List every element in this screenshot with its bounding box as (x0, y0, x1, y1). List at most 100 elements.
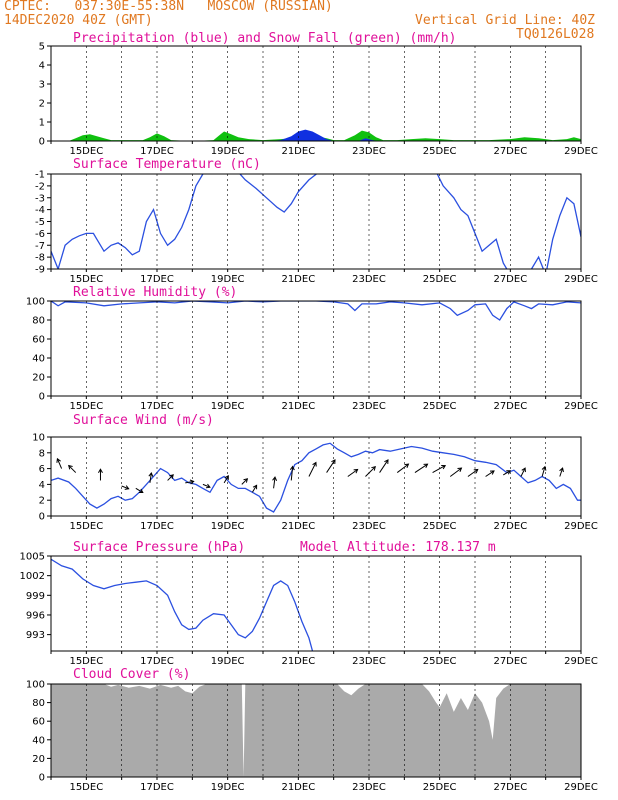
x-tick-label: 17DEC (140, 274, 174, 285)
y-tick-label: 80 (32, 698, 45, 709)
y-tick-label: 60 (32, 335, 45, 346)
y-tick-label: 2 (39, 99, 45, 110)
code-label: TQ0126L028 (516, 27, 595, 42)
x-tick-label: 23DEC (352, 782, 386, 793)
y-tick-label: 1002 (20, 571, 45, 582)
pressure-title: Surface Pressure (hPa) (73, 540, 245, 555)
humidity-plot (51, 301, 581, 321)
y-tick-label: -9 (35, 265, 45, 276)
y-tick-label: 6 (39, 464, 45, 475)
wind-arrow (185, 480, 194, 484)
pressure-frame (50, 555, 582, 652)
x-tick-label: 27DEC (493, 401, 527, 412)
wind-arrow (503, 470, 511, 476)
wind-arrow (308, 462, 317, 477)
wind-arrow (485, 470, 495, 477)
x-tick-label: 21DEC (281, 401, 315, 412)
wind-arrow (273, 477, 276, 489)
x-tick-label: 23DEC (352, 274, 386, 285)
wind-arrow (467, 469, 479, 477)
wind-arrow (520, 467, 526, 477)
y-tick-label: -8 (35, 253, 45, 264)
header-line-1: CPTEC: 037:30E-55:38N MOSCOW (RUSSIAN) (4, 0, 333, 13)
wind-plot (51, 442, 581, 513)
wind-arrow-head (384, 459, 389, 464)
humidity-line (51, 301, 581, 321)
y-tick-label: -6 (35, 229, 45, 240)
x-tick-label: 25DEC (423, 401, 457, 412)
wind-arrow (251, 485, 258, 493)
wind-arrow (223, 475, 229, 484)
pressure-panel: Surface Pressure (hPa) Model Altitude: 17… (20, 540, 598, 667)
wind-arrow (396, 463, 409, 473)
y-tick-label: 80 (32, 316, 45, 327)
wind-arrow-head (189, 479, 195, 485)
x-tick-label: 19DEC (211, 274, 245, 285)
humidity-panel: Relative Humidity (%) 0 20 40 60 80 100 15DEC 17… (26, 285, 598, 412)
wind-title: Surface Wind (m/s) (73, 413, 214, 428)
y-tick-label: 10 (32, 433, 45, 444)
y-tick-label: -4 (35, 205, 45, 216)
wind-arrow (167, 474, 174, 481)
x-tick-label: 27DEC (493, 274, 527, 285)
x-tick-label: 19DEC (211, 401, 245, 412)
y-tick-label: 60 (32, 717, 45, 728)
x-tick-label: 15DEC (69, 782, 103, 793)
x-tick-label: 25DEC (423, 656, 457, 667)
wind-arrow (379, 459, 389, 473)
temperature-frame (50, 173, 582, 270)
date-label: 14DEC2020 40Z (GMT) (4, 13, 153, 28)
precipitation-plot (51, 129, 581, 141)
pressure-plot (51, 558, 314, 651)
y-tick-label: -5 (35, 217, 45, 228)
y-tick-label: 1005 (20, 552, 45, 563)
y-tick-label: 0 (39, 137, 45, 148)
wind-arrow-head (331, 459, 336, 464)
wind-arrow-head (243, 478, 249, 483)
wind-arrow-head (252, 484, 258, 490)
y-tick-label: -2 (35, 181, 45, 192)
x-tick-label: 19DEC (211, 521, 245, 532)
precipitation-title: Precipitation (blue) and Snow Fall (gree… (73, 31, 457, 46)
temperature-panel: Surface Temperature (nC) -9-8-7-6-5-4-3-2… (35, 157, 598, 285)
x-tick-label: 23DEC (352, 656, 386, 667)
y-tick-label: 5 (39, 42, 45, 53)
x-tick-label: 19DEC (211, 656, 245, 667)
y-tick-label: -1 (35, 170, 45, 181)
cloud-panel: Cloud Cover (%) 0 20 40 60 80 100 15DEC 17DEC 19D… (26, 667, 598, 793)
wind-arrow-head (68, 464, 73, 470)
y-tick-label: 8 (39, 448, 45, 459)
cloud-cover-area (51, 684, 581, 777)
humidity-frame (50, 300, 582, 397)
x-tick-label: 21DEC (281, 146, 315, 157)
wind-arrow (135, 487, 144, 493)
wind-arrow-head (205, 483, 211, 489)
pressure-line (51, 558, 314, 651)
y-tick-label: 993 (26, 630, 45, 641)
y-tick-label: 3 (39, 80, 45, 91)
x-tick-label: 27DEC (493, 146, 527, 157)
source-label: CPTEC: (4, 0, 51, 14)
x-tick-label: 17DEC (140, 656, 174, 667)
wind-arrow-head (289, 465, 295, 471)
y-tick-label: 0 (39, 392, 45, 403)
x-tick-label: 15DEC (69, 274, 103, 285)
y-tick-label: 999 (26, 591, 45, 602)
wind-arrow (68, 465, 77, 473)
wind-arrow (449, 467, 462, 477)
wind-arrow-head (138, 488, 144, 494)
x-tick-label: 21DEC (281, 521, 315, 532)
x-tick-label: 27DEC (493, 521, 527, 532)
wind-arrow-head (56, 457, 61, 463)
y-tick-label: 100 (26, 680, 45, 691)
x-tick-label: 23DEC (352, 521, 386, 532)
location-label: MOSCOW (RUSSIAN) (207, 0, 333, 14)
temperature-line (51, 174, 581, 269)
x-tick-label: 21DEC (281, 782, 315, 793)
y-tick-label: 4 (39, 61, 45, 72)
wind-arrow-head (423, 463, 429, 468)
precipitation-area (270, 129, 380, 141)
wind-arrow (414, 463, 428, 473)
wind-panel: Surface Wind (m/s) 0 2 4 6 8 10 15DEC 17DEC 19DEC… (32, 413, 598, 532)
x-tick-label: 25DEC (423, 521, 457, 532)
